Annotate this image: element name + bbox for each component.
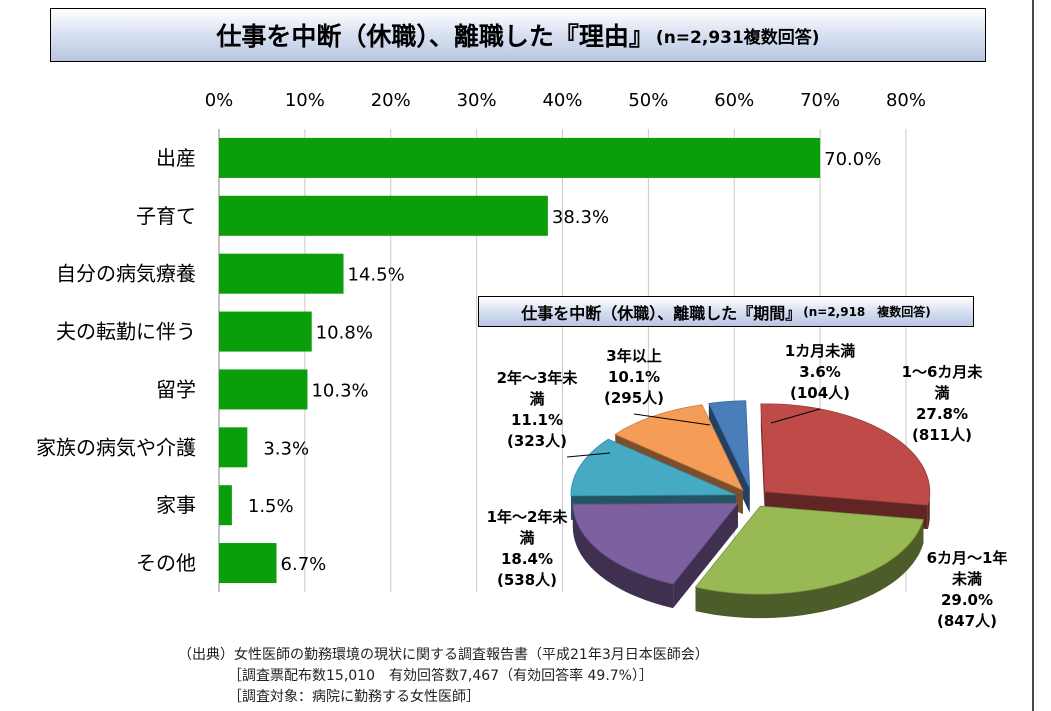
bar — [219, 253, 344, 294]
pie-slice-side — [673, 503, 738, 609]
pie-slice — [570, 438, 737, 497]
pie-slice-count: (104人) — [790, 384, 850, 402]
bar — [219, 311, 312, 352]
pie-slice-percent: 27.8% — [916, 405, 968, 423]
x-tick-label: 70% — [800, 90, 840, 111]
pie-slice-percent: 3.6% — [799, 363, 841, 381]
bar-value-label: 6.7% — [281, 554, 327, 575]
bar — [219, 485, 232, 526]
category-label: 自分の病気療養 — [56, 262, 196, 286]
bar-value-label: 14.5% — [348, 265, 405, 286]
pie-slice-label: 満 — [519, 529, 534, 547]
bar — [219, 369, 308, 410]
pie-slice-label: 1カ月未満 — [785, 342, 855, 360]
pie-title-note: (n=2,918 複数回答) — [803, 305, 931, 319]
pie-slice — [572, 502, 739, 585]
pie-slice-count: (295人) — [604, 389, 664, 407]
pie-slice-percent: 29.0% — [941, 591, 993, 609]
chart-title-main: 仕事を中断（休職）、離職した『理由』 — [216, 22, 654, 51]
bar-value-label: 70.0% — [824, 149, 881, 170]
category-label: 出産 — [156, 146, 196, 170]
x-tick-label: 10% — [285, 90, 325, 111]
pie-slice — [614, 404, 744, 491]
category-label: 家族の病気や介護 — [36, 435, 196, 459]
bar — [219, 427, 248, 468]
pie-slice-percent: 10.1% — [608, 368, 660, 386]
bar — [219, 195, 548, 236]
x-tick-label: 80% — [886, 90, 926, 111]
bar-value-label: 10.8% — [316, 323, 373, 344]
category-label: その他 — [136, 551, 196, 575]
category-label: 家事 — [156, 493, 196, 517]
pie-slice-label: 3年以上 — [606, 347, 661, 365]
pie-leader-line — [566, 452, 611, 458]
pie-slice-label: 2年～3年未 — [497, 369, 579, 387]
source-survey-counts: ［調査票配布数15,010 有効回答数7,467（有効回答率 49.7%）］ — [228, 668, 653, 684]
chart-title-note: (n=2,931複数回答) — [655, 27, 820, 48]
source-survey-target: ［調査対象：病院に勤務する女性医師］ — [228, 689, 480, 705]
x-tick-label: 30% — [457, 90, 497, 111]
pie-slice-label: 1～6カ月未 — [902, 363, 984, 381]
pie-slice — [708, 400, 751, 489]
category-label: 留学 — [156, 377, 196, 401]
pie-slice-percent: 11.1% — [511, 411, 563, 429]
bar-value-label: 10.3% — [311, 380, 368, 401]
slide-edge-line — [1032, 0, 1034, 711]
pie-slice-wall — [695, 519, 924, 619]
pie-slice-wall — [927, 491, 930, 530]
pie-slice-label: 満 — [529, 390, 544, 408]
bar-value-label: 1.5% — [248, 496, 294, 517]
bar-value-label: 38.3% — [552, 207, 609, 228]
pie-slice-count: (811人) — [912, 426, 972, 444]
pie-slice-count: (847人) — [937, 612, 997, 630]
x-tick-label: 20% — [371, 90, 411, 111]
x-tick-label: 40% — [542, 90, 582, 111]
pie-slice-count: (538人) — [497, 571, 557, 589]
bar — [219, 137, 821, 178]
pie-slice-percent: 18.4% — [501, 550, 553, 568]
pie-slice — [760, 403, 931, 506]
pie-leader-line — [633, 413, 711, 426]
pie-slice-count: (323人) — [507, 432, 567, 450]
pie-slice-label: 未満 — [951, 570, 982, 588]
source-citation: （出典）女性医師の勤務環境の現状に関する調査報告書（平成21年3月日本医師会） — [178, 647, 709, 663]
pie-title: 仕事を中断（休職）、離職した『期間』 (n=2,918 複数回答) — [478, 296, 974, 327]
pie-slice-label: 6カ月～1年 — [927, 549, 1008, 567]
pie-leader-line — [770, 408, 821, 424]
pie-slice-label: 1年～2年未 — [487, 508, 569, 526]
x-tick-label: 60% — [714, 90, 754, 111]
bar — [219, 543, 277, 584]
category-label: 夫の転勤に伴う — [56, 320, 196, 344]
pie-slice — [694, 505, 924, 595]
bar-value-label: 3.3% — [263, 438, 309, 459]
chart-title: 仕事を中断（休職）、離職した『理由』 (n=2,931複数回答) — [50, 8, 986, 62]
pie-slice-label: 満 — [934, 384, 949, 402]
pie-slice-wall — [572, 504, 674, 609]
category-label: 子育て — [136, 204, 196, 228]
pie-title-main: 仕事を中断（休職）、離職した『期間』 — [521, 303, 802, 323]
x-tick-label: 0% — [205, 90, 234, 111]
x-tick-label: 50% — [628, 90, 668, 111]
